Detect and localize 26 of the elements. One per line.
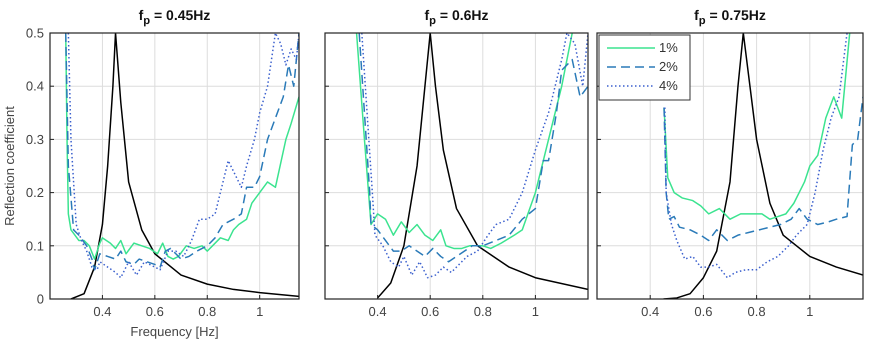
y-tick-label: 0.1 [26, 238, 44, 254]
x-tick-label: 0.4 [93, 304, 112, 319]
y-tick-label: 0.5 [26, 26, 44, 40]
y-axis-title: Reflection coefficient [2, 106, 17, 226]
x-tick-label: 1 [256, 304, 264, 319]
x-tick-label: 1 [806, 304, 814, 319]
x-tick-label: 0.8 [748, 304, 766, 319]
legend-label: 1% [659, 40, 678, 55]
x-axis-title: Frequency [Hz] [130, 324, 219, 339]
x-tick-label: 0.8 [198, 304, 216, 319]
legend-label: 4% [659, 78, 678, 93]
x-tick-label: 0.8 [474, 304, 492, 319]
x-tick-label: 0.4 [641, 304, 660, 319]
x-tick-label: 0.6 [146, 304, 164, 319]
chart-title: f$_{p}$ = 0.6Hz [424, 7, 489, 27]
x-tick-label: 0.6 [421, 304, 440, 319]
y-tick-label: 0.3 [26, 132, 44, 147]
y-tick-label: 0.4 [26, 78, 44, 94]
legend-label: 2% [659, 59, 678, 74]
x-tick-label: 1 [532, 304, 540, 319]
chart-title: f$_{p}$ = 0.75Hz [694, 7, 766, 27]
chart-title: f$_{p}$ = 0.45Hz [138, 7, 210, 27]
x-tick-label: 0.4 [368, 304, 387, 319]
y-tick-label: 0 [36, 292, 44, 306]
y-tick-label: 0.2 [26, 185, 44, 200]
x-tick-label: 0.6 [694, 304, 712, 319]
